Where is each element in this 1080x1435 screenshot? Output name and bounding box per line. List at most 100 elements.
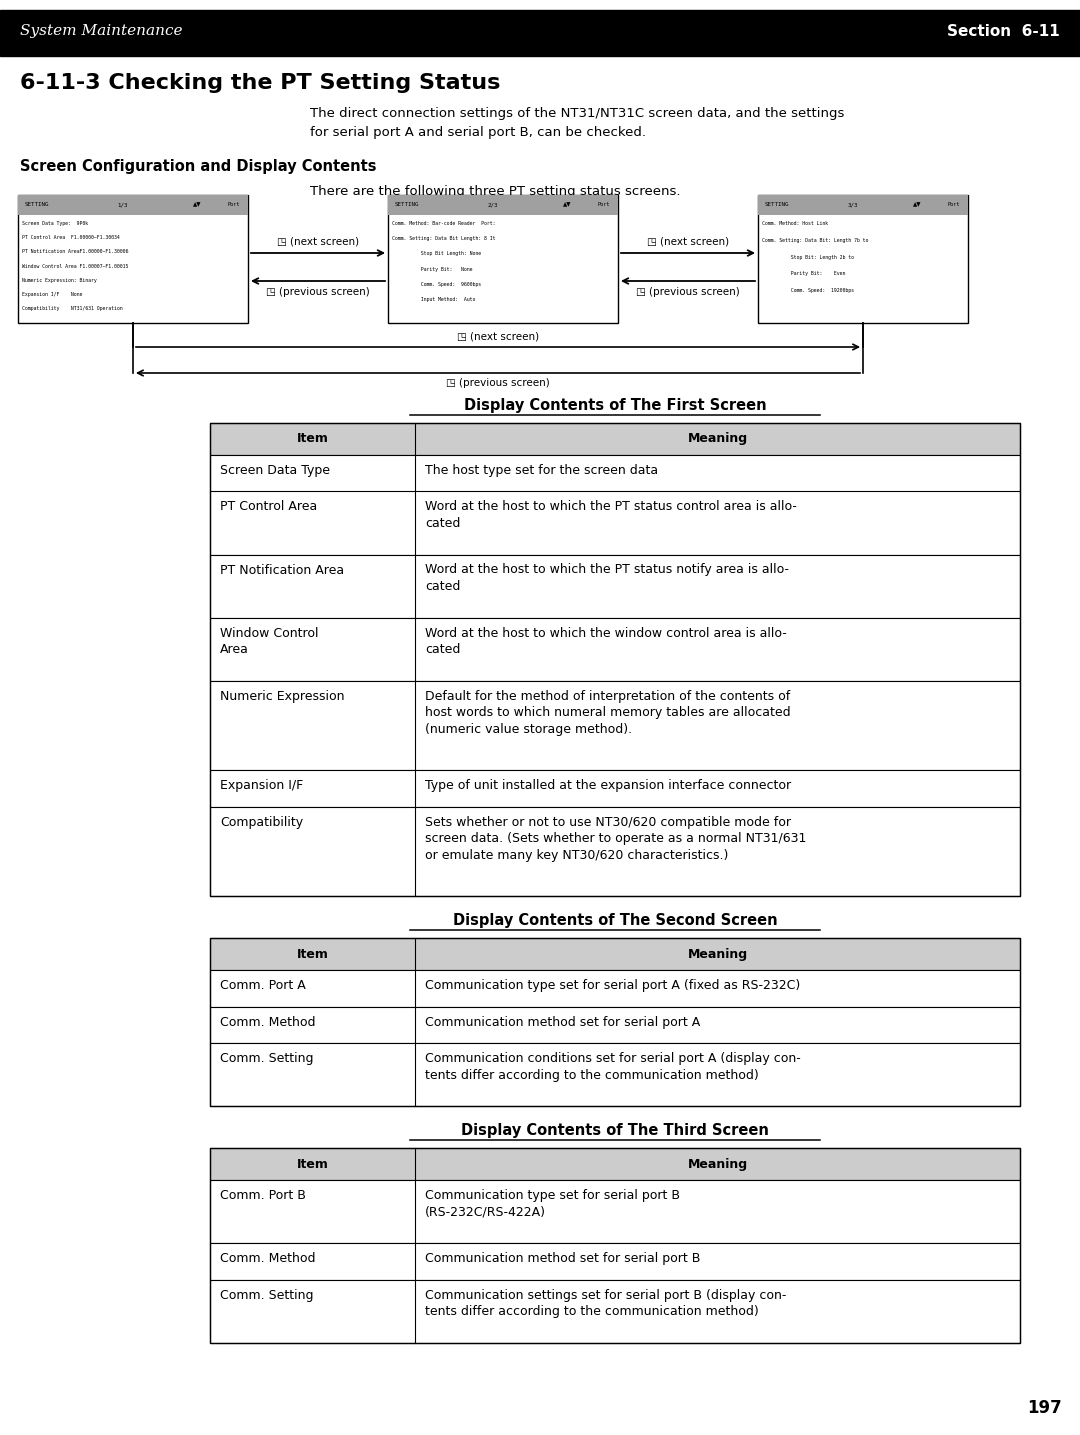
Text: Comm. Setting: Data Bit Length: 8 It: Comm. Setting: Data Bit Length: 8 It xyxy=(392,237,496,241)
Text: Numeric Expression: Numeric Expression xyxy=(220,689,345,703)
Text: Comm. Method: Bar-code Reader  Port:: Comm. Method: Bar-code Reader Port: xyxy=(392,221,496,225)
Text: ▲▼: ▲▼ xyxy=(913,202,921,208)
Text: Expansion I/F    None: Expansion I/F None xyxy=(22,291,82,297)
Bar xyxy=(210,1043,1020,1106)
Bar xyxy=(210,1243,1020,1280)
Bar xyxy=(210,1006,1020,1043)
Bar xyxy=(0,50,1080,56)
Bar xyxy=(210,423,1020,455)
Text: System Maintenance: System Maintenance xyxy=(21,24,183,37)
Text: Communication type set for serial port B
(RS-232C/RS-422A): Communication type set for serial port B… xyxy=(426,1190,680,1218)
Text: 197: 197 xyxy=(1027,1399,1062,1416)
Text: Comm. Method: Host Link: Comm. Method: Host Link xyxy=(762,221,828,225)
Text: PT Control Area  F1.00000~F1.30034: PT Control Area F1.00000~F1.30034 xyxy=(22,235,120,240)
Bar xyxy=(18,195,248,323)
Bar xyxy=(210,455,1020,492)
Bar xyxy=(388,195,618,323)
Bar xyxy=(210,970,1020,1006)
Text: ▲▼: ▲▼ xyxy=(193,202,202,208)
Text: Expansion I/F: Expansion I/F xyxy=(220,779,303,792)
Text: 2/3: 2/3 xyxy=(488,202,498,208)
Text: SETTING: SETTING xyxy=(765,202,789,208)
Text: Communication type set for serial port A (fixed as RS-232C): Communication type set for serial port A… xyxy=(426,979,800,992)
Text: Meaning: Meaning xyxy=(688,947,747,960)
Text: Port: Port xyxy=(598,202,610,208)
Bar xyxy=(210,423,1020,895)
Text: Comm. Setting: Comm. Setting xyxy=(220,1052,313,1065)
Text: Comm. Speed:  9600bps: Comm. Speed: 9600bps xyxy=(392,281,481,287)
Text: ◳ (previous screen): ◳ (previous screen) xyxy=(446,377,550,387)
Text: Meaning: Meaning xyxy=(688,1158,747,1171)
Bar xyxy=(758,195,968,215)
Bar xyxy=(210,1180,1020,1243)
Text: Display Contents of The Second Screen: Display Contents of The Second Screen xyxy=(453,913,778,928)
Text: SETTING: SETTING xyxy=(25,202,50,208)
Text: ◳ (next screen): ◳ (next screen) xyxy=(457,331,539,342)
Text: Sets whether or not to use NT30/620 compatible mode for
screen data. (Sets wheth: Sets whether or not to use NT30/620 comp… xyxy=(426,815,807,861)
Bar xyxy=(210,617,1020,680)
Text: Comm. Speed:  19200bps: Comm. Speed: 19200bps xyxy=(762,288,854,293)
Text: Input Method:  Auto: Input Method: Auto xyxy=(392,297,475,301)
Text: Communication method set for serial port A: Communication method set for serial port… xyxy=(426,1016,700,1029)
Text: Port: Port xyxy=(948,202,960,208)
Text: Stop Bit Length: None: Stop Bit Length: None xyxy=(392,251,481,257)
Text: Communication settings set for serial port B (display con-
tents differ accordin: Communication settings set for serial po… xyxy=(426,1289,786,1317)
Text: Item: Item xyxy=(297,947,328,960)
Bar xyxy=(758,195,968,323)
Text: Window Control
Area: Window Control Area xyxy=(220,627,319,656)
Text: Communication method set for serial port B: Communication method set for serial port… xyxy=(426,1251,700,1266)
Text: ◳ (next screen): ◳ (next screen) xyxy=(647,237,729,247)
Text: Compatibility: Compatibility xyxy=(220,815,303,828)
Text: Display Contents of The Third Screen: Display Contents of The Third Screen xyxy=(461,1124,769,1138)
Text: Display Contents of The First Screen: Display Contents of The First Screen xyxy=(463,397,767,413)
Text: Communication conditions set for serial port A (display con-
tents differ accord: Communication conditions set for serial … xyxy=(426,1052,800,1082)
Text: 6-11-3 Checking the PT Setting Status: 6-11-3 Checking the PT Setting Status xyxy=(21,73,500,93)
Text: The host type set for the screen data: The host type set for the screen data xyxy=(426,464,658,476)
Text: Comm. Setting: Comm. Setting xyxy=(220,1289,313,1302)
Bar xyxy=(210,771,1020,806)
Text: Comm. Method: Comm. Method xyxy=(220,1016,315,1029)
Bar xyxy=(210,492,1020,554)
Text: 1/3: 1/3 xyxy=(118,202,129,208)
Bar xyxy=(210,806,1020,895)
Text: Meaning: Meaning xyxy=(688,432,747,445)
Text: Comm. Port A: Comm. Port A xyxy=(220,979,306,992)
Text: Comm. Setting: Data Bit: Length 7b to: Comm. Setting: Data Bit: Length 7b to xyxy=(762,238,868,243)
Text: Stop Bit: Length 2b to: Stop Bit: Length 2b to xyxy=(762,254,854,260)
Text: The direct connection settings of the NT31/NT31C screen data, and the settings
f: The direct connection settings of the NT… xyxy=(310,108,845,139)
Text: Screen Data Type:  9P0k: Screen Data Type: 9P0k xyxy=(22,221,89,225)
Bar xyxy=(210,938,1020,970)
Text: PT Control Area: PT Control Area xyxy=(220,501,318,514)
Text: ◳ (next screen): ◳ (next screen) xyxy=(276,237,359,247)
Bar xyxy=(0,11,1080,50)
Bar xyxy=(0,10,1080,16)
Text: Word at the host to which the PT status notify area is allo-
cated: Word at the host to which the PT status … xyxy=(426,564,789,593)
Text: Screen Configuration and Display Contents: Screen Configuration and Display Content… xyxy=(21,159,377,174)
Text: Window Control Area F1.00007~F1.00015: Window Control Area F1.00007~F1.00015 xyxy=(22,264,129,268)
Bar xyxy=(388,195,618,215)
Text: Section  6-11: Section 6-11 xyxy=(947,23,1059,39)
Bar xyxy=(210,554,1020,617)
Text: Comm. Method: Comm. Method xyxy=(220,1251,315,1266)
Text: Default for the method of interpretation of the contents of
host words to which : Default for the method of interpretation… xyxy=(426,689,791,736)
Text: Compatibility    NT31/631 Operation: Compatibility NT31/631 Operation xyxy=(22,306,123,311)
Text: Numeric Expression: Binary: Numeric Expression: Binary xyxy=(22,278,97,283)
Bar xyxy=(210,1280,1020,1343)
Bar xyxy=(210,680,1020,771)
Text: Item: Item xyxy=(297,432,328,445)
Text: Screen Data Type: Screen Data Type xyxy=(220,464,330,476)
Text: ◳ (previous screen): ◳ (previous screen) xyxy=(266,287,369,297)
Text: Parity Bit:   None: Parity Bit: None xyxy=(392,267,473,271)
Text: PT Notification AreaF1.00000~F1.30006: PT Notification AreaF1.00000~F1.30006 xyxy=(22,250,129,254)
Bar xyxy=(210,1148,1020,1180)
Bar xyxy=(18,195,248,215)
Text: Item: Item xyxy=(297,1158,328,1171)
Text: Parity Bit:    Even: Parity Bit: Even xyxy=(762,271,846,277)
Text: Type of unit installed at the expansion interface connector: Type of unit installed at the expansion … xyxy=(426,779,792,792)
Bar xyxy=(210,1148,1020,1343)
Text: PT Notification Area: PT Notification Area xyxy=(220,564,345,577)
Text: Word at the host to which the PT status control area is allo-
cated: Word at the host to which the PT status … xyxy=(426,501,797,530)
Text: SETTING: SETTING xyxy=(395,202,419,208)
Text: 3/3: 3/3 xyxy=(848,202,859,208)
Text: ◳ (previous screen): ◳ (previous screen) xyxy=(636,287,740,297)
